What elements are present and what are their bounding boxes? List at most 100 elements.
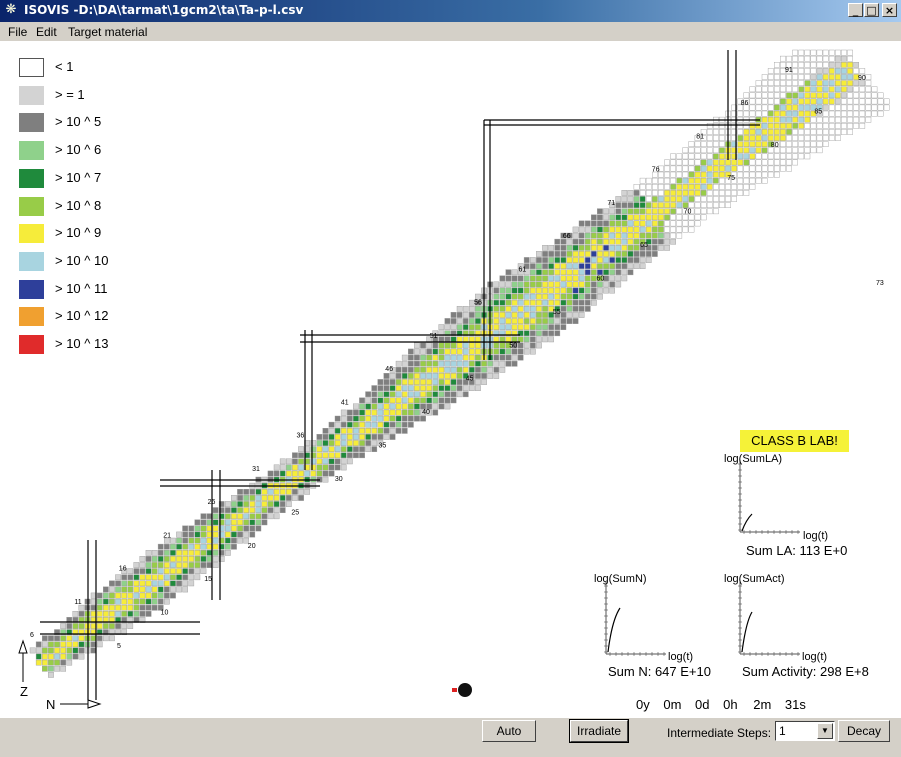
nuclide-cell — [865, 110, 872, 117]
nuclide-cell — [224, 525, 231, 532]
nuclide-cell — [517, 306, 524, 312]
nuclide-cell — [469, 367, 475, 373]
nuclide-cell — [841, 62, 847, 68]
nuclide-cell — [328, 428, 335, 434]
nuclide-cell — [792, 141, 799, 148]
nuclide-cell — [810, 116, 817, 123]
nuclide-cell — [530, 299, 536, 306]
nuclide-cell — [517, 281, 524, 288]
nuclide-cell — [676, 202, 683, 209]
nuclide-cell — [408, 421, 414, 428]
close-button[interactable]: × — [882, 3, 897, 17]
nuclide-cell — [682, 202, 689, 209]
nuclide-cell — [432, 360, 439, 367]
nuclide-cell — [54, 629, 60, 636]
nuclide-cell — [822, 135, 829, 141]
nuclide-cell — [298, 452, 304, 459]
nuclide-cell — [737, 177, 744, 184]
nuclide-cell — [694, 159, 701, 166]
nuclide-cell — [554, 318, 561, 324]
menu-edit[interactable]: Edit — [36, 25, 57, 39]
nuclide-cell — [822, 122, 829, 129]
nuclide-cell — [719, 171, 725, 178]
nuclide-cell — [859, 110, 866, 117]
nuclide-cell — [706, 159, 713, 166]
nuclide-cell — [121, 623, 128, 629]
maximize-button[interactable]: □ — [864, 3, 879, 17]
nuclide-cell — [237, 519, 243, 526]
nuclide-cell — [749, 129, 756, 135]
nuclide-cell — [761, 147, 768, 154]
nuclide-cell — [493, 367, 500, 373]
intermediate-steps-select[interactable]: 1 ▼ — [775, 721, 835, 741]
nuclide-cell — [847, 86, 853, 93]
nuclide-cell — [749, 92, 756, 99]
nuclide-cell — [426, 409, 433, 416]
nuclide-cell — [615, 208, 622, 215]
nuclide-cell — [517, 299, 524, 306]
nuclide-cell — [713, 171, 719, 178]
nuclide-cell — [865, 116, 872, 123]
nuclide-cell — [353, 428, 359, 434]
nuclide-cell — [243, 495, 250, 501]
nuclide-cell — [432, 391, 439, 398]
minimize-button[interactable]: _ — [848, 3, 863, 17]
nuclide-chart[interactable]: 6111621263136414651566166717681869151015… — [0, 41, 901, 718]
irradiate-button[interactable]: Irradiate — [569, 719, 629, 743]
nuclide-cell — [383, 391, 390, 398]
nuclide-cell — [761, 98, 768, 105]
nuclide-cell — [609, 202, 616, 209]
nuclide-cell — [798, 62, 805, 68]
decay-button[interactable]: Decay — [838, 720, 890, 742]
nuclide-cell — [877, 110, 884, 117]
nuclide-cell — [371, 409, 378, 416]
nuclide-cell — [432, 409, 439, 416]
nuclide-cell — [853, 110, 860, 117]
nuclide-cell — [652, 190, 658, 196]
nuclide-cell — [389, 397, 396, 404]
n-arrowhead-icon — [87, 699, 102, 709]
nuclide-cell — [615, 196, 622, 202]
nuclide-cell — [560, 238, 567, 245]
nuclide-cell — [694, 171, 701, 178]
nuclide-cell — [713, 190, 719, 196]
auto-button[interactable]: Auto — [482, 720, 536, 742]
nuclide-cell — [377, 440, 384, 446]
nuclide-cell — [194, 550, 201, 556]
nuclide-cell — [66, 659, 73, 666]
nuclide-cell — [109, 604, 115, 611]
nuclide-cell — [261, 513, 268, 520]
n-tick-label: 15 — [204, 576, 212, 583]
nuclide-cell — [798, 110, 805, 117]
menu-target-material[interactable]: Target material — [68, 25, 148, 39]
nuclide-cell — [615, 226, 622, 233]
nuclide-cell — [145, 598, 152, 605]
nuclide-cell — [603, 244, 609, 251]
nuclide-cell — [706, 183, 713, 190]
nuclide-cell — [499, 336, 506, 343]
nuclide-cell — [835, 135, 841, 141]
nuclide-cell — [767, 135, 774, 141]
chevron-down-icon[interactable]: ▼ — [817, 723, 833, 739]
menu-file[interactable]: File — [8, 25, 28, 39]
nuclide-cell — [475, 312, 481, 318]
z-tick-label: 41 — [341, 399, 349, 406]
nuclide-cell — [664, 165, 670, 172]
nuclide-cell — [365, 415, 372, 422]
nuclide-cell — [249, 513, 256, 520]
nuclide-cell — [182, 531, 189, 538]
nuclide-cell — [475, 373, 481, 379]
nuclide-cell — [420, 373, 426, 379]
nuclide-cell — [584, 238, 591, 245]
nuclide-cell — [523, 342, 530, 349]
nuclide-cell — [487, 360, 494, 367]
nuclide-cell — [316, 458, 323, 465]
nuclide-cell — [328, 458, 335, 465]
nuclide-cell — [749, 159, 756, 166]
nuclide-cell — [743, 129, 750, 135]
nuclide-cell — [597, 232, 603, 239]
nuclide-cell — [133, 580, 140, 587]
nuclide-cell — [414, 373, 420, 379]
nuclide-cell — [121, 574, 128, 581]
nuclide-cell — [115, 580, 121, 587]
